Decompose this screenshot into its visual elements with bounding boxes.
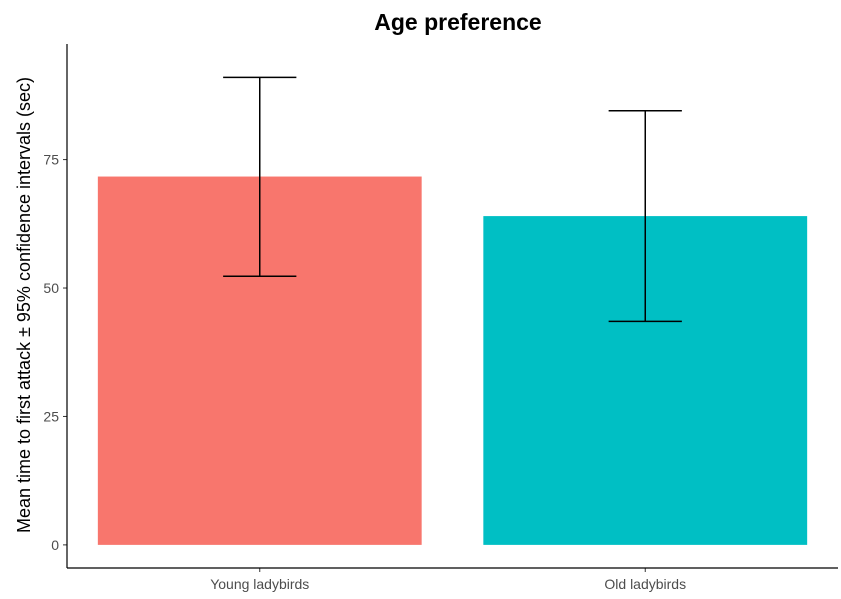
x-tick-label-1: Young ladybirds [210,576,309,592]
y-tick-label-3: 50 [43,280,59,296]
y-tick-label-1: 0 [51,537,59,553]
y-tick-label-4: 75 [43,152,59,168]
x-tick-label-2: Old ladybirds [604,576,686,592]
y-tick-label-2: 25 [43,408,59,424]
y-axis-label: Mean time to first attack ± 95% confiden… [14,77,34,533]
plot-area: Young ladybirds Old ladybirds 0 25 50 75 [43,44,838,592]
chart-title: Age preference [374,9,541,35]
